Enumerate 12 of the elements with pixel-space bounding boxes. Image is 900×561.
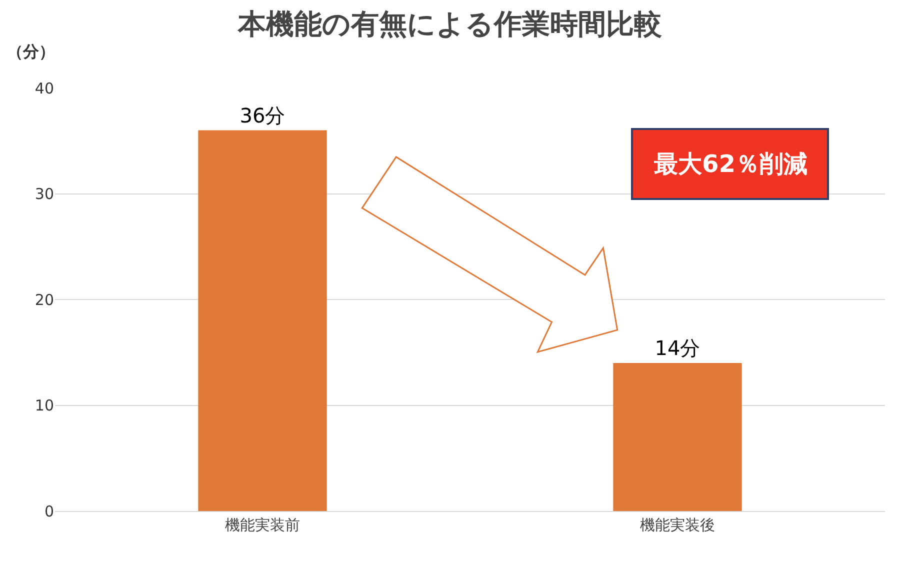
y-tick-label: 30 [34,185,54,203]
data-label: 36分 [240,103,286,128]
y-tick-label: 0 [44,502,54,520]
y-tick-label: 10 [34,396,54,414]
chart-title: 本機能の有無による作業時間比較 [237,8,663,41]
annotation: 最大62％削減 [653,150,808,178]
y-tick-label: 20 [34,290,54,309]
y-tick-label: 40 [34,79,54,98]
data-label: 14分 [654,336,700,360]
y-axis-title: （分） [7,42,55,61]
x-tick-label: 機能実装前 [225,516,300,534]
x-tick-label: 機能実装後 [640,516,715,534]
